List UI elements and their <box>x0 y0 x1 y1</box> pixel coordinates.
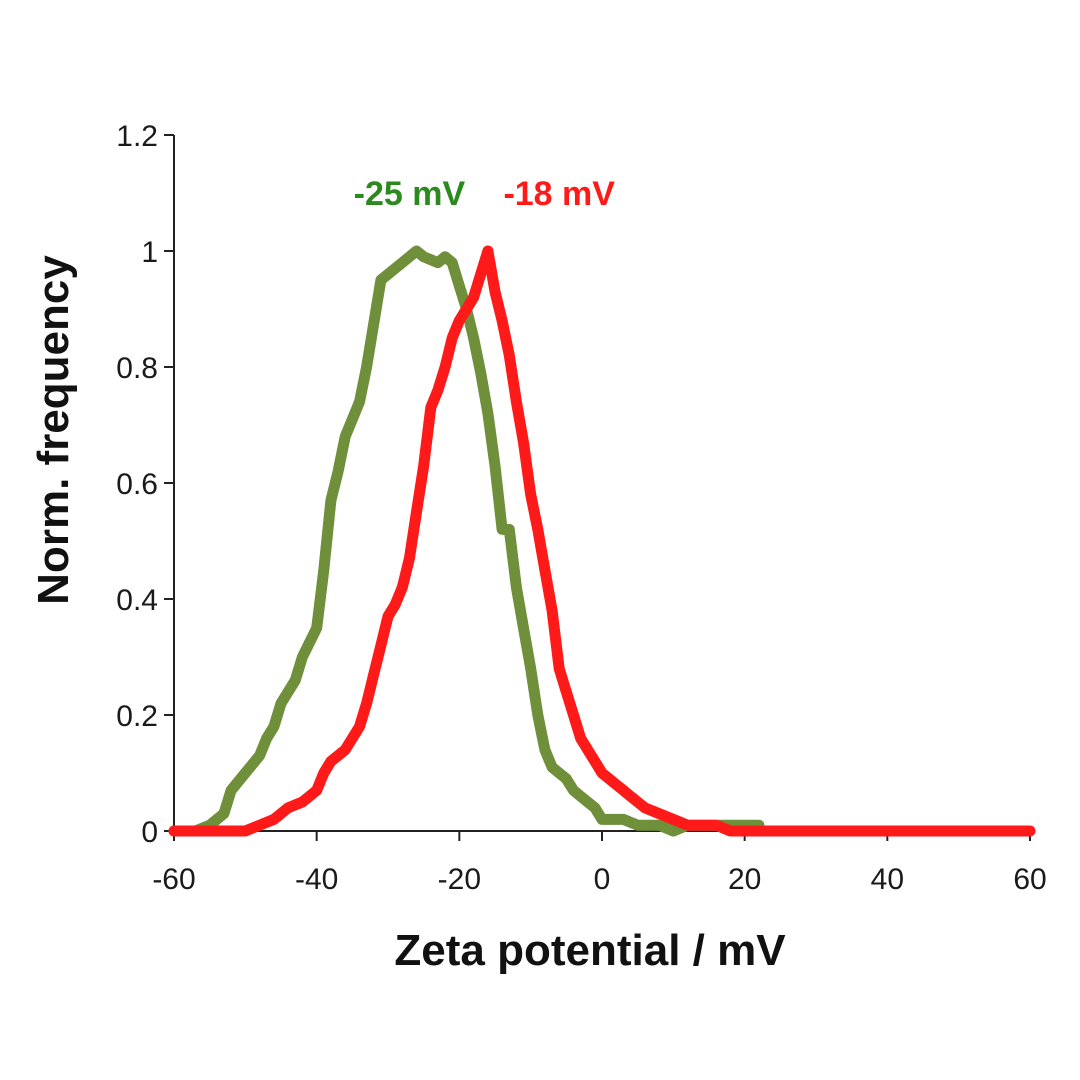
x-tick-label: 40 <box>871 863 904 896</box>
y-tick-label: 0.6 <box>116 468 158 501</box>
x-tick-label: -40 <box>295 863 338 896</box>
x-tick-label: -20 <box>438 863 481 896</box>
x-tick-label: -60 <box>152 863 195 896</box>
x-tick-label: 60 <box>1013 863 1046 896</box>
peak-annotation-1: -25 mV <box>354 175 466 213</box>
x-axis-title: Zeta potential / mV <box>394 926 786 975</box>
series-line-1 <box>168 245 765 837</box>
y-axis-title: Norm. frequency <box>29 255 78 605</box>
y-tick-label: 0 <box>141 816 158 849</box>
series-line-2 <box>168 245 1036 837</box>
series-layer <box>168 245 1036 837</box>
y-tick-label: 0.8 <box>116 352 158 385</box>
peak-annotation-2: -18 mV <box>503 175 615 213</box>
annotations: -25 mV -18 mV <box>354 175 616 213</box>
y-tick-label: 1 <box>141 236 158 269</box>
x-tick-label: 20 <box>728 863 761 896</box>
x-tick-label: 0 <box>594 863 611 896</box>
y-tick-label: 1.2 <box>116 120 158 153</box>
y-tick-label: 0.4 <box>116 584 158 617</box>
axes: 0 0.2 0.4 0.6 0.8 1 1.2 -60 -40 -20 0 20 40 60 <box>116 120 1046 896</box>
y-tick-label: 0.2 <box>116 700 158 733</box>
